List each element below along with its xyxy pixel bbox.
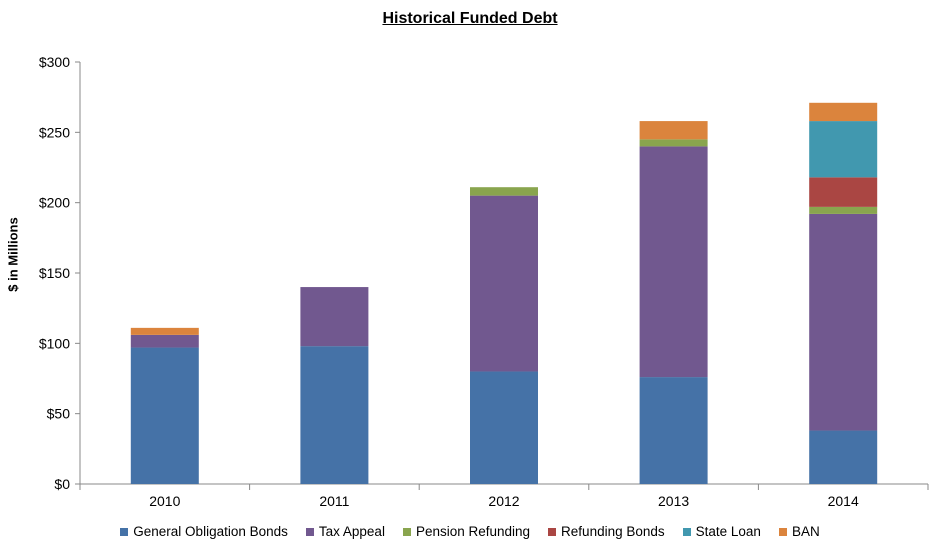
x-tick-label: 2010 — [149, 493, 180, 509]
y-tick-label: $150 — [39, 265, 70, 281]
y-tick-label: $250 — [39, 124, 70, 140]
legend-item: Tax Appeal — [305, 524, 385, 539]
y-tick-label: $200 — [39, 195, 70, 211]
legend-swatch — [548, 527, 557, 536]
y-tick-label: $300 — [39, 54, 70, 70]
bar-segment-general-obligation-bonds-2010 — [130, 347, 199, 484]
legend-label: BAN — [791, 524, 820, 539]
legend-label: Tax Appeal — [318, 524, 385, 539]
x-tick-label: 2013 — [658, 493, 689, 509]
legend-swatch — [120, 527, 129, 536]
bar-segment-general-obligation-bonds-2013 — [639, 377, 708, 484]
x-tick-label: 2012 — [488, 493, 519, 509]
x-tick-label: 2014 — [828, 493, 859, 509]
legend-label: State Loan — [695, 524, 761, 539]
bar-segment-tax-appeal-2014 — [809, 213, 878, 431]
bar-segment-ban-2014 — [809, 102, 878, 122]
x-tick-label: 2011 — [319, 493, 349, 509]
chart-title: Historical Funded Debt — [382, 10, 558, 27]
legend-item: State Loan — [682, 524, 761, 539]
bar-segment-state-loan-2014 — [809, 121, 878, 178]
bar-segment-tax-appeal-2011 — [300, 287, 369, 347]
legend-swatch — [402, 527, 411, 536]
legend-item: General Obligation Bonds — [120, 524, 288, 539]
bar-segment-pension-refunding-2012 — [470, 187, 538, 196]
legend-item: Refunding Bonds — [548, 524, 665, 539]
legend-label: General Obligation Bonds — [133, 524, 288, 539]
legend-swatch — [682, 527, 691, 536]
bar-segment-general-obligation-bonds-2014 — [809, 430, 878, 484]
legend-label: Pension Refunding — [415, 524, 531, 539]
legend-swatch — [305, 527, 314, 536]
bar-segment-tax-appeal-2013 — [639, 146, 708, 378]
y-tick-label: $100 — [39, 335, 70, 351]
bar-segment-pension-refunding-2013 — [639, 139, 708, 147]
bar-segment-tax-appeal-2012 — [470, 195, 538, 372]
legend-item: BAN — [778, 524, 820, 539]
legend-label: Refunding Bonds — [561, 524, 665, 539]
bar-segment-pension-refunding-2014 — [809, 206, 878, 214]
bar-segment-tax-appeal-2010 — [130, 334, 199, 348]
bar-segment-ban-2013 — [639, 121, 708, 140]
legend-item: Pension Refunding — [402, 524, 531, 539]
y-tick-label: $50 — [47, 406, 71, 422]
legend-swatch — [778, 527, 787, 536]
bar-segment-ban-2010 — [130, 327, 199, 335]
bar-segment-general-obligation-bonds-2012 — [470, 371, 538, 484]
bar-segment-refunding-bonds-2014 — [809, 177, 878, 207]
bar-segment-general-obligation-bonds-2011 — [300, 346, 369, 484]
y-tick-label: $0 — [54, 476, 70, 492]
chart-legend: General Obligation Bonds Tax Appeal Pensio… — [0, 524, 940, 539]
